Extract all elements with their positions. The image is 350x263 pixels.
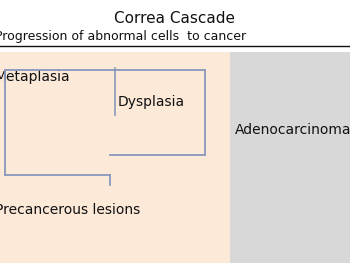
Bar bbox=[0, 52, 230, 263]
Text: Correa Cascade: Correa Cascade bbox=[114, 11, 236, 26]
Bar bbox=[230, 52, 350, 263]
Text: Progression of abnormal cells  to cancer: Progression of abnormal cells to cancer bbox=[0, 30, 246, 43]
Text: Precancerous lesions: Precancerous lesions bbox=[0, 203, 140, 217]
Text: Adenocarcinoma: Adenocarcinoma bbox=[235, 123, 350, 137]
Text: Dysplasia: Dysplasia bbox=[118, 95, 185, 109]
Text: Metaplasia: Metaplasia bbox=[0, 70, 71, 84]
